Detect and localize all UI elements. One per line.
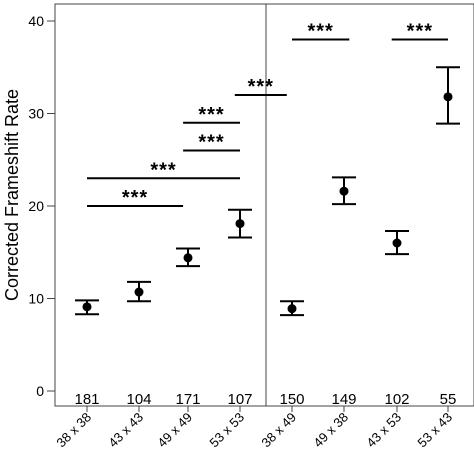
y-tick-label: 30 [28, 106, 44, 122]
x-tick-label: 38 x 49 [258, 410, 299, 451]
count-label: 55 [440, 391, 457, 408]
data-point [339, 186, 349, 196]
x-tick-label: 53 x 43 [414, 410, 455, 451]
significance-label: *** [307, 21, 333, 43]
significance-label: *** [248, 76, 274, 98]
y-tick-label: 10 [28, 291, 44, 307]
count-label: 107 [227, 391, 252, 408]
significance-label: *** [150, 159, 176, 181]
count-label: 104 [126, 391, 151, 408]
data-point [443, 92, 453, 102]
significance-bars: ****************** *** [87, 21, 448, 209]
x-tick-label: 43 x 53 [363, 410, 404, 451]
data-point [287, 304, 297, 314]
data-point [235, 219, 245, 229]
y-tick-label: 40 [28, 13, 44, 29]
count-label: 171 [175, 391, 200, 408]
y-tick-label: 20 [28, 198, 44, 214]
data-point [82, 302, 92, 312]
y-axis: 0 10 20 30 40 [28, 13, 55, 399]
count-label: 102 [384, 391, 409, 408]
y-axis-label: Corrected Frameshift Rate [2, 89, 22, 301]
count-labels: 181 104 171 107 150 149 102 55 [74, 391, 456, 408]
count-label: 150 [279, 391, 304, 408]
significance-label: *** [198, 132, 224, 154]
data-point [392, 238, 402, 248]
x-tick-label: 53 x 53 [206, 410, 247, 451]
x-axis: 38 x 38 43 x 43 49 x 49 53 x 53 38 x 49 49 x … [53, 406, 455, 450]
significance-label: *** [407, 21, 433, 43]
data-marks [75, 66, 460, 317]
x-tick-label: 38 x 38 [53, 410, 94, 451]
significance-label: *** [122, 187, 148, 209]
x-tick-label: 43 x 43 [105, 410, 146, 451]
x-tick-label: 49 x 38 [310, 410, 351, 451]
count-label: 149 [331, 391, 356, 408]
y-tick-label: 0 [36, 383, 44, 399]
count-label: 181 [74, 391, 99, 408]
x-tick-label: 49 x 49 [154, 410, 195, 451]
panel-right-frame [265, 3, 474, 407]
significance-label: *** [198, 104, 224, 126]
data-point [134, 287, 144, 297]
data-point [183, 253, 193, 263]
